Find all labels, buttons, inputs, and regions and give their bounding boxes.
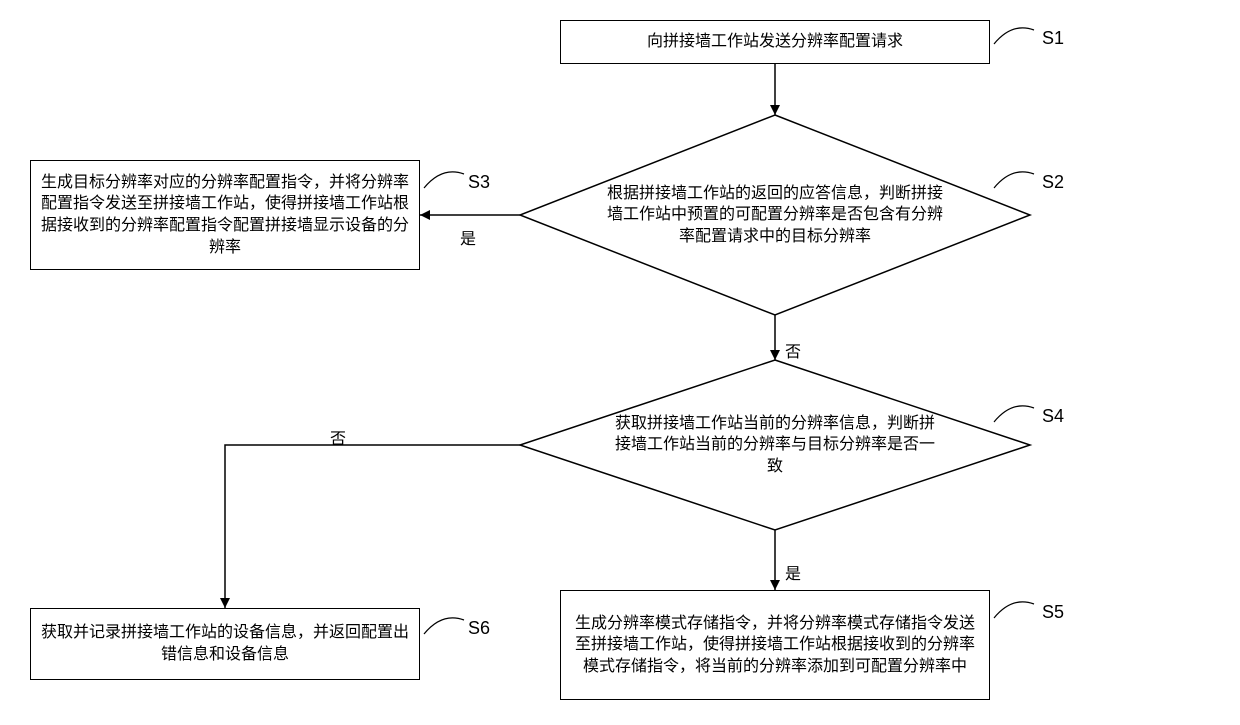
- step-label-text: S1: [1042, 28, 1064, 48]
- step-label-s4: S4: [1042, 406, 1064, 427]
- node-text: 生成目标分辨率对应的分辨率配置指令，并将分辨率配置指令发送至拼接墙工作站，使得拼…: [41, 172, 409, 258]
- node-s2: 根据拼接墙工作站的返回的应答信息，判断拼接墙工作站中预置的可配置分辨率是否包含有…: [585, 166, 965, 264]
- step-label-text: S3: [468, 172, 490, 192]
- step-label-s3: S3: [468, 172, 490, 193]
- step-label-text: S2: [1042, 172, 1064, 192]
- node-s3: 生成目标分辨率对应的分辨率配置指令，并将分辨率配置指令发送至拼接墙工作站，使得拼…: [30, 160, 420, 270]
- edge-label-text: 否: [785, 344, 801, 361]
- node-s6: 获取并记录拼接墙工作站的设备信息，并返回配置出错信息和设备信息: [30, 608, 420, 680]
- edge-label-text: 是: [785, 566, 801, 583]
- edge-label-s4_s6: 否: [330, 425, 346, 449]
- edge-label-s4_s5: 是: [785, 560, 801, 584]
- node-s5: 生成分辨率模式存储指令，并将分辨率模式存储指令发送至拼接墙工作站，使得拼接墙工作…: [560, 590, 990, 700]
- step-label-s6: S6: [468, 618, 490, 639]
- node-text: 根据拼接墙工作站的返回的应答信息，判断拼接墙工作站中预置的可配置分辨率是否包含有…: [605, 183, 945, 248]
- node-s1: 向拼接墙工作站发送分辨率配置请求: [560, 20, 990, 64]
- step-label-text: S5: [1042, 602, 1064, 622]
- edge-label-text: 是: [460, 231, 476, 248]
- node-text: 向拼接墙工作站发送分辨率配置请求: [647, 31, 903, 53]
- edge-label-s2_s3: 是: [460, 225, 476, 249]
- node-text: 获取并记录拼接墙工作站的设备信息，并返回配置出错信息和设备信息: [41, 622, 409, 665]
- edge-label-s2_s4: 否: [785, 338, 801, 362]
- node-text: 获取拼接墙工作站当前的分辨率信息，判断拼接墙工作站当前的分辨率与目标分辨率是否一…: [615, 413, 935, 478]
- step-label-text: S6: [468, 618, 490, 638]
- step-label-s2: S2: [1042, 172, 1064, 193]
- step-label-text: S4: [1042, 406, 1064, 426]
- node-text: 生成分辨率模式存储指令，并将分辨率模式存储指令发送至拼接墙工作站，使得拼接墙工作…: [571, 613, 979, 678]
- step-label-s5: S5: [1042, 602, 1064, 623]
- step-label-s1: S1: [1042, 28, 1064, 49]
- edge-label-text: 否: [330, 431, 346, 448]
- node-s4: 获取拼接墙工作站当前的分辨率信息，判断拼接墙工作站当前的分辨率与目标分辨率是否一…: [595, 404, 955, 486]
